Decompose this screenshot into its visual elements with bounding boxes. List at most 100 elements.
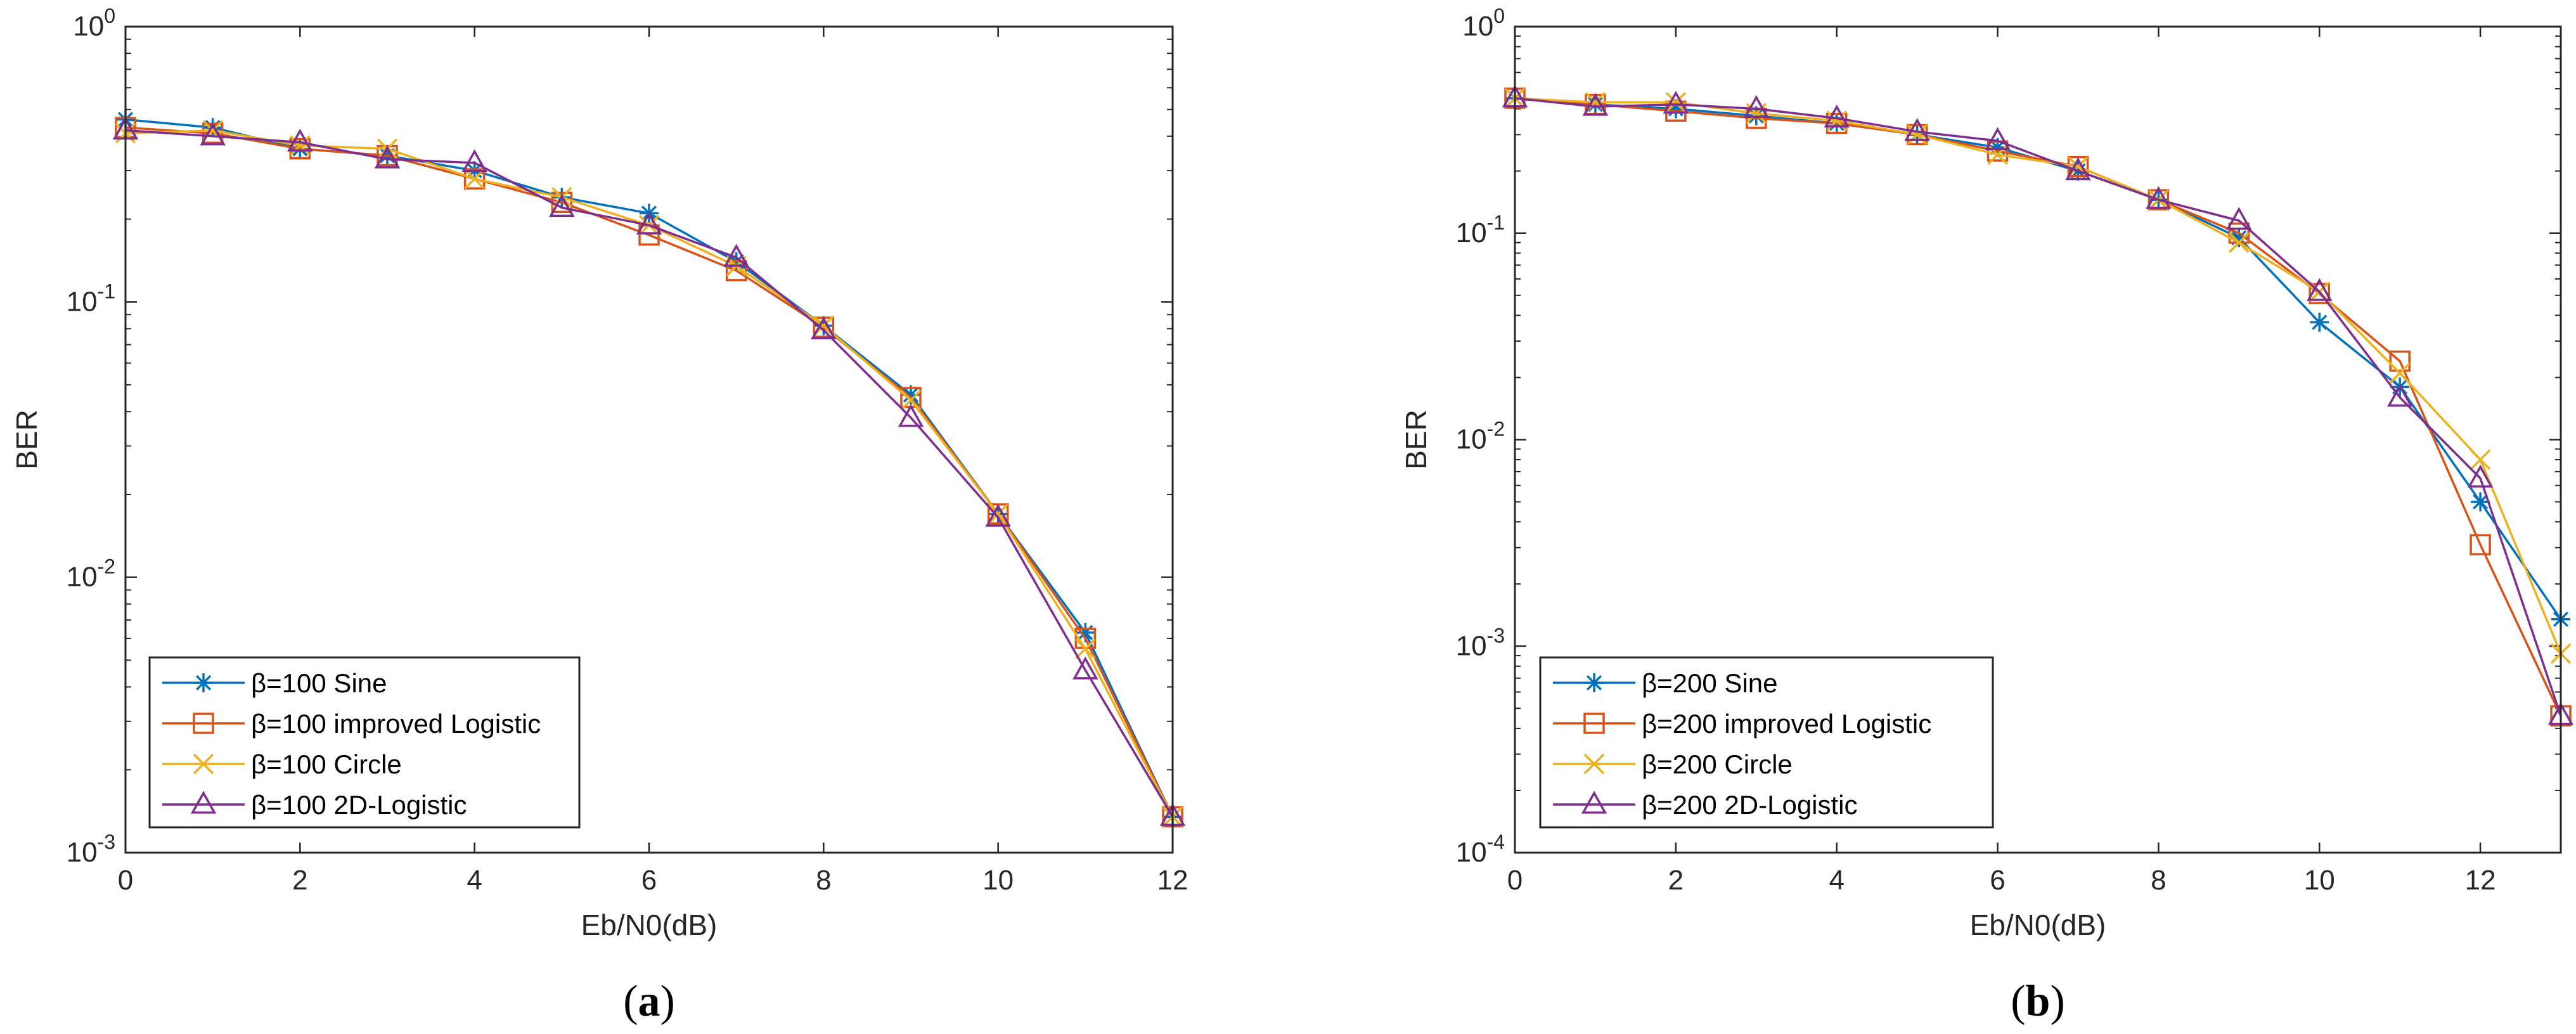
data-point (985, 503, 1011, 527)
data-point (289, 138, 311, 160)
data-point (1072, 656, 1098, 680)
series-line (1514, 97, 2562, 716)
x-tick-label: 10 (2304, 865, 2335, 896)
caption-letter: a (638, 977, 660, 1026)
data-point (2550, 705, 2572, 727)
data-point (1824, 104, 1850, 128)
x-axis-label: Eb/N0(dB) (1970, 908, 2106, 941)
data-point (2065, 157, 2091, 181)
y-tick-base: 10 (67, 286, 98, 317)
x-tick-label: 4 (467, 865, 482, 896)
y-axis-label: BER (10, 410, 43, 470)
legend-label: β=100 Sine (251, 668, 387, 698)
data-point (461, 149, 487, 172)
y-tick-label: 10-4 (1456, 830, 1505, 868)
data-point (1582, 93, 1609, 116)
data-point (1076, 623, 1095, 642)
y-tick-exponent: 0 (104, 4, 115, 27)
y-tick-base: 10 (67, 562, 98, 593)
data-point (1665, 100, 1687, 122)
legend-marker (194, 673, 213, 692)
legend-marker (1583, 753, 1605, 775)
data-point (811, 316, 837, 340)
y-tick-base: 10 (1462, 11, 1493, 42)
x-tick-label: 2 (292, 865, 307, 896)
y-tick-label: 10-3 (1456, 624, 1505, 661)
caption-open: ( (623, 977, 638, 1026)
y-tick-base: 10 (1456, 837, 1487, 868)
data-point (901, 385, 920, 404)
legend-marker (1585, 673, 1604, 692)
legend-item: β=100 2D-Logistic (162, 790, 467, 820)
legend-item: β=200 Sine (1553, 668, 1778, 698)
x-tick-label: 2 (1668, 865, 1684, 896)
y-tick-base: 10 (1456, 424, 1487, 455)
data-point (374, 145, 401, 169)
data-point (1075, 638, 1096, 659)
x-tick-label: 12 (2465, 865, 2496, 896)
caption-close: ) (660, 977, 675, 1026)
x-tick-label: 6 (641, 865, 657, 896)
data-point (1663, 91, 1689, 114)
x-tick-label: 12 (1157, 865, 1188, 896)
y-tick-label: 10-2 (1456, 418, 1505, 455)
data-point (2226, 207, 2252, 230)
caption-open: ( (2011, 977, 2025, 1026)
data-point (900, 387, 922, 408)
legend-label: β=200 2D-Logistic (1642, 790, 1858, 820)
data-point (2229, 232, 2250, 253)
x-tick-label: 6 (1990, 865, 2005, 896)
panel-caption: (a) (623, 977, 675, 1026)
data-point (988, 503, 1008, 524)
caption-close: ) (2050, 977, 2064, 1026)
legend-label: β=100 Circle (251, 749, 402, 779)
y-tick-label: 10-1 (1456, 211, 1505, 249)
x-axis-label: Eb/N0(dB) (581, 908, 718, 941)
data-point (203, 118, 222, 138)
legend-item: β=200 Circle (1553, 749, 1793, 779)
legend-item: β=200 improved Logistic (1553, 709, 1931, 739)
y-tick-base: 10 (1456, 630, 1487, 661)
legend: β=100 Sine β=100 improved Logistic β=100 C… (148, 656, 581, 829)
legend-item: β=100 improved Logistic (162, 709, 541, 739)
y-tick-label: 100 (1462, 4, 1505, 42)
y-tick-exponent: -1 (98, 280, 115, 302)
data-point (1074, 628, 1097, 649)
legend-marker (1581, 791, 1607, 814)
data-point (1985, 127, 2011, 150)
series-line (125, 129, 1174, 818)
chart-panel-b: 0 2 4 6 8 10 1210010-110-210-310-4Eb/N0(dB)BER… (1400, 4, 2574, 1026)
plot-frame (1514, 25, 2562, 854)
data-point (290, 135, 311, 156)
data-point (1988, 138, 2007, 157)
data-point (463, 168, 486, 190)
data-point (200, 122, 226, 146)
panel-caption: (b) (2011, 977, 2065, 1026)
x-tick-label: 0 (118, 865, 133, 896)
legend-marker (193, 713, 214, 734)
data-point (2306, 278, 2333, 301)
data-point (2470, 449, 2491, 470)
data-point (2389, 363, 2411, 384)
data-point (2467, 464, 2494, 488)
y-tick-label: 100 (73, 4, 115, 42)
y-tick-exponent: -1 (1487, 211, 1505, 234)
data-point (287, 128, 313, 152)
legend-label: β=200 improved Logistic (1642, 709, 1931, 739)
series-line (1514, 97, 2562, 716)
y-tick-base: 10 (1456, 217, 1487, 249)
y-tick-exponent: -3 (98, 830, 115, 853)
y-tick-label: 10-3 (67, 830, 115, 868)
chart-panel-a: 0 2 4 6 8 10 1210010-110-210-3Eb/N0(dB)BERβ=10… (10, 4, 1188, 1026)
legend-item: β=200 2D-Logistic (1553, 790, 1858, 820)
legend-marker (190, 791, 217, 814)
legend-label: β=200 Circle (1642, 749, 1793, 779)
x-tick-label: 0 (1507, 865, 1523, 896)
data-point (2470, 534, 2491, 555)
x-tick-label: 8 (816, 865, 831, 896)
data-point (2471, 492, 2490, 512)
legend-marker (193, 753, 214, 775)
x-tick-label: 10 (982, 865, 1014, 896)
legend: β=200 Sine β=200 improved Logistic β=200 C… (1539, 656, 1994, 829)
